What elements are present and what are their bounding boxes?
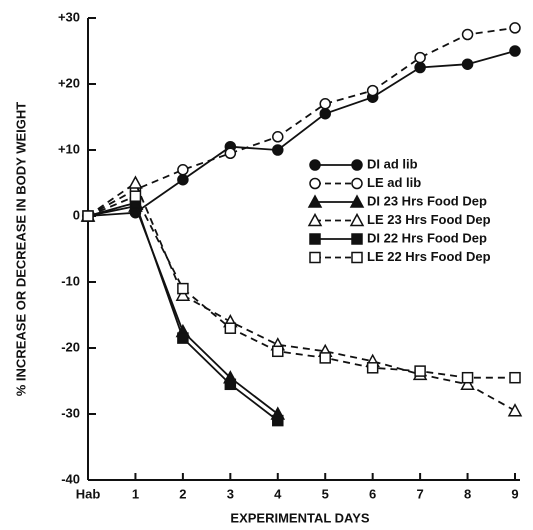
legend-marker <box>307 212 323 227</box>
data-point <box>507 403 523 417</box>
x-axis-label: EXPERIMENTAL DAYS <box>230 510 370 525</box>
data-point <box>128 175 143 189</box>
data-point <box>272 144 284 156</box>
data-point <box>224 147 237 160</box>
data-point <box>461 371 474 384</box>
series-line <box>87 195 515 379</box>
data-point <box>272 131 284 143</box>
legend-marker <box>351 177 363 190</box>
series-line <box>87 181 516 412</box>
data-point <box>461 28 474 41</box>
y-tick-label: -10 <box>61 273 80 288</box>
legend-label: LE ad lib <box>367 175 421 190</box>
data-point <box>319 107 331 120</box>
data-point <box>175 287 191 301</box>
data-point <box>129 190 142 202</box>
x-tick-label: Hab <box>76 486 101 501</box>
data-point <box>272 345 284 358</box>
data-point <box>509 22 521 34</box>
data-point <box>414 365 426 377</box>
data-point <box>177 173 189 186</box>
data-point <box>414 61 426 74</box>
legend-marker <box>351 251 363 264</box>
data-point <box>177 332 189 344</box>
legend-marker <box>309 251 321 264</box>
data-point <box>366 84 379 97</box>
series-line <box>87 50 516 217</box>
legend-marker <box>309 233 321 245</box>
x-tick-label: 5 <box>322 486 329 501</box>
series-line <box>87 205 279 415</box>
x-tick-label: 4 <box>274 486 282 501</box>
data-point <box>414 51 426 64</box>
data-point <box>319 98 331 110</box>
x-tick-label: 3 <box>227 486 234 501</box>
data-point <box>509 45 521 57</box>
legend-marker <box>309 177 321 190</box>
x-tick-label: 8 <box>464 486 471 501</box>
y-tick-label: -20 <box>61 339 80 354</box>
x-tick-label: 2 <box>179 486 186 501</box>
x-tick-label: 9 <box>511 486 518 501</box>
data-point <box>461 58 474 70</box>
data-point <box>460 376 475 391</box>
legend-marker <box>307 194 323 208</box>
legend-label: LE 22 Hrs Food Dep <box>367 249 491 264</box>
legend-marker <box>351 159 363 171</box>
data-point <box>272 414 284 427</box>
x-tick-label: 7 <box>416 486 423 501</box>
y-axis-label: % INCREASE OR DECREASE IN BODY WEIGHT <box>13 102 28 397</box>
data-point <box>366 362 379 374</box>
y-tick-label: +20 <box>58 75 80 90</box>
series-line <box>87 201 279 422</box>
data-point <box>82 210 94 222</box>
legend-marker <box>309 159 321 171</box>
data-point <box>224 322 237 334</box>
x-tick-label: 6 <box>369 486 376 501</box>
y-tick-label: +10 <box>58 141 80 156</box>
legend-label: LE 23 Hrs Food Dep <box>367 212 491 227</box>
y-tick-label: -40 <box>61 471 80 486</box>
legend-marker <box>349 212 365 227</box>
data-point <box>319 352 331 364</box>
data-point <box>224 378 237 391</box>
y-tick-label: -30 <box>61 405 80 420</box>
data-point <box>177 164 189 176</box>
legend-marker <box>349 194 365 208</box>
legend-label: DI ad lib <box>367 156 418 171</box>
x-tick-label: 1 <box>132 486 139 501</box>
data-point <box>177 282 189 295</box>
y-tick-label: +30 <box>58 9 80 24</box>
data-point <box>509 371 521 384</box>
legend-label: DI 22 Hrs Food Dep <box>367 230 487 245</box>
legend-marker <box>351 233 363 245</box>
legend-label: DI 23 Hrs Food Dep <box>367 193 487 208</box>
series-line <box>87 27 516 217</box>
y-tick-label: 0 <box>73 207 80 222</box>
